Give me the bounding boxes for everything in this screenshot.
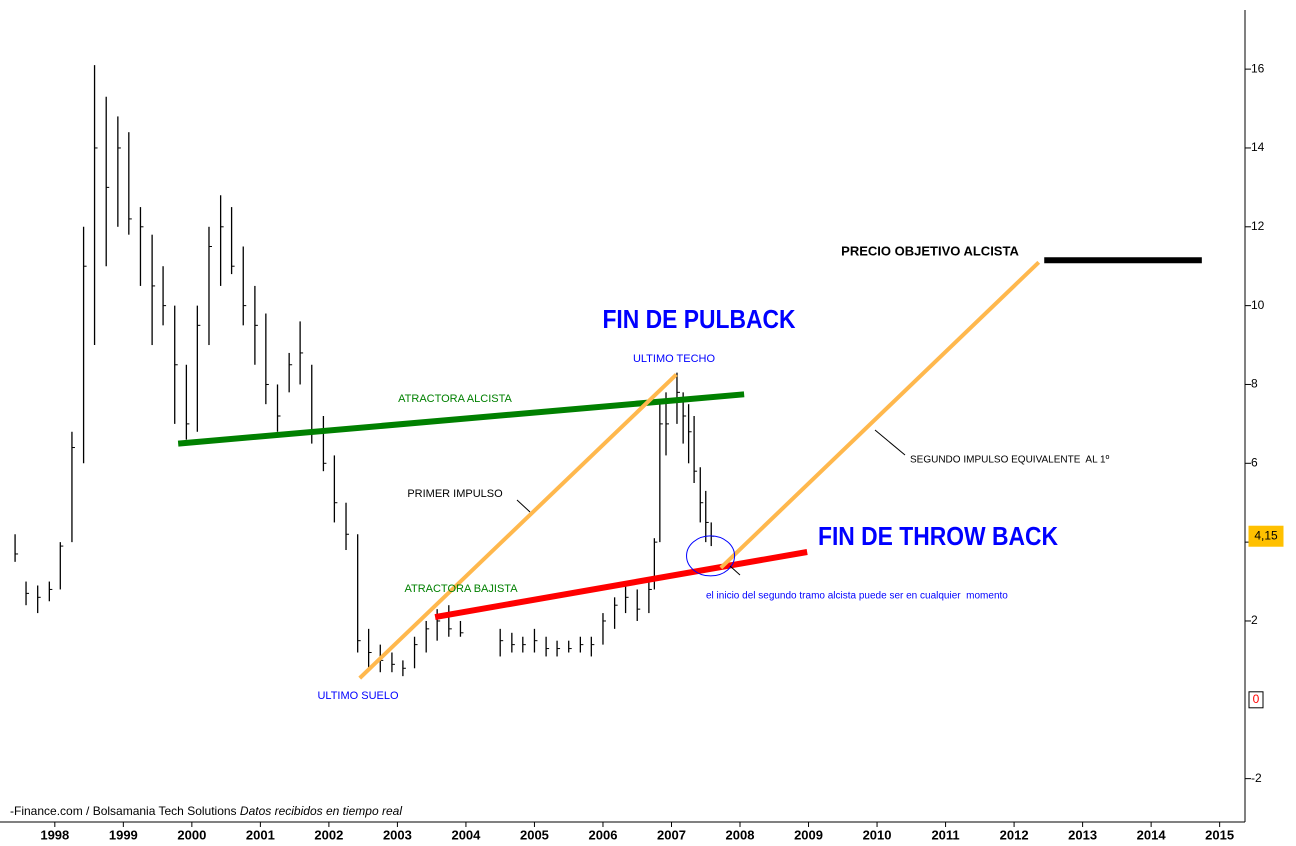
y-tick-label: -2 [1251,771,1262,785]
price-marker [1248,525,1284,547]
x-tick-label: 2008 [726,827,755,842]
price-marker [1248,691,1264,709]
y-tick-label: 10 [1251,298,1265,312]
y-tick-label: 2 [1251,613,1258,627]
annotation: ULTIMO SUELO [317,690,399,702]
x-tick-label: 2013 [1068,827,1097,842]
leader-line [874,429,906,456]
source: -Finance.com / Bolsamania Tech Solutions… [10,804,402,818]
annotation: PRIMER IMPULSO [407,488,503,500]
annotation: PRECIO OBJETIVO ALCISTA [841,243,1019,258]
x-tick-label: 1999 [109,827,138,842]
x-tick-label: 2006 [589,827,618,842]
annotation: el inicio del segundo tramo alcista pued… [706,591,1008,602]
x-tick-label: 2004 [451,827,481,842]
x-tick-label: 2009 [794,827,823,842]
annotation: FIN DE THROW BACK [818,523,1058,552]
annotation: SEGUNDO IMPULSO EQUIVALENTE AL 1º [910,455,1110,466]
annotation: FIN DE PULBACK [602,306,795,335]
x-tick-label: 2007 [657,827,686,842]
x-tick-label: 2000 [177,827,206,842]
price-marker-label: 0 [1253,692,1260,706]
trendline [719,260,1041,570]
source-text: -Finance.com / Bolsamania Tech Solutions [10,804,237,818]
x-tick-label: 2014 [1137,827,1167,842]
annotation: ATRACTORA ALCISTA [398,393,512,405]
x-tick-label: 2002 [314,827,343,842]
x-tick-label: 1998 [40,827,69,842]
annotation: ULTIMO TECHO [633,353,716,365]
annotation: ATRACTORA BAJISTA [404,583,518,595]
leader-line [516,499,531,513]
x-tick-label: 2010 [863,827,892,842]
price-marker-label: 4,15 [1254,528,1278,542]
trendline [434,549,808,620]
y-tick-label: 8 [1251,377,1258,391]
x-tick-label: 2003 [383,827,412,842]
y-tick-label: 12 [1251,219,1265,233]
leader-line [729,565,741,576]
x-tick-label: 2012 [1000,827,1029,842]
x-tick-label: 2005 [520,827,549,842]
y-tick-label: 6 [1251,455,1258,469]
x-tick-label: 2015 [1205,827,1234,842]
trendline [358,373,678,680]
highlight-circle [686,535,736,577]
note-text: Datos recibidos en tiempo real [240,804,402,818]
x-tick-label: 2011 [931,827,959,842]
x-tick-label: 2001 [246,827,275,842]
y-tick-label: 16 [1251,61,1265,75]
y-tick-label: 14 [1251,140,1265,154]
